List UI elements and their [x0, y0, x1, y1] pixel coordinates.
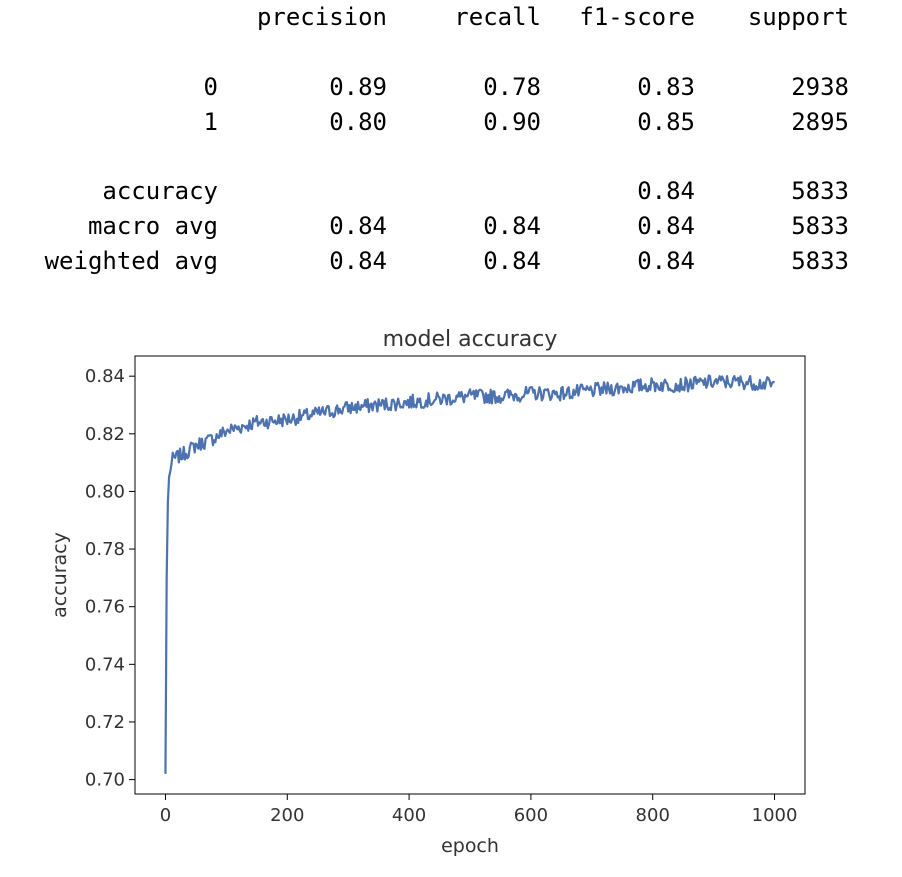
- report-cell: 5833: [791, 212, 849, 240]
- report-row-label: weighted avg: [44, 247, 218, 275]
- report-cell: 0.78: [483, 73, 541, 101]
- x-tick-label: 800: [636, 805, 670, 826]
- report-row-label: 0: [203, 73, 218, 101]
- report-cell: 5833: [791, 177, 849, 205]
- x-tick-label: 200: [270, 805, 304, 826]
- report-cell: 0.84: [329, 212, 387, 240]
- report-header: f1-score: [579, 3, 695, 31]
- y-tick-label: 0.74: [85, 654, 125, 675]
- classification-report: precision recall f1-score support 0 0.89 0.78 0…: [0, 0, 902, 290]
- x-tick-label: 600: [514, 805, 548, 826]
- report-cell: 0.84: [483, 247, 541, 275]
- report-header: recall: [454, 3, 541, 31]
- report-cell: 0.84: [483, 212, 541, 240]
- report-row-label: macro avg: [87, 212, 218, 240]
- y-tick-label: 0.78: [85, 539, 125, 560]
- report-cell: 0.85: [637, 108, 695, 136]
- x-axis-label: epoch: [441, 835, 499, 857]
- y-tick-label: 0.82: [85, 424, 125, 445]
- accuracy-chart-svg: model accuracy 0 200 400 600 800 1000 0.70 0.72 0…: [49, 327, 806, 857]
- y-tick-label: 0.70: [85, 770, 125, 791]
- x-tick-label: 1000: [752, 805, 798, 826]
- y-tick-label: 0.84: [85, 366, 125, 387]
- y-tick-label: 0.80: [85, 481, 125, 502]
- chart-title: model accuracy: [383, 327, 558, 352]
- axes-frame: [134, 355, 806, 795]
- y-tick-label: 0.76: [85, 597, 125, 618]
- report-cell: 0.90: [483, 108, 541, 136]
- x-tick-label: 400: [392, 805, 426, 826]
- report-row-label: 1: [203, 108, 218, 136]
- report-cell: 0.84: [637, 247, 695, 275]
- report-cell: 0.89: [329, 73, 387, 101]
- report-cell: 2938: [791, 73, 849, 101]
- y-tick-label: 0.72: [85, 712, 125, 733]
- report-cell: 0.84: [637, 212, 695, 240]
- report-row-label: accuracy: [102, 177, 218, 205]
- report-cell: 0.84: [329, 247, 387, 275]
- report-cell: 0.84: [637, 177, 695, 205]
- y-axis-label: accuracy: [49, 532, 71, 618]
- x-tick-label: 0: [160, 805, 171, 826]
- report-header: support: [747, 3, 849, 31]
- accuracy-line: [164, 374, 776, 774]
- report-cell: 2895: [791, 108, 849, 136]
- report-cell: 0.83: [637, 73, 695, 101]
- report-header: precision: [256, 3, 387, 31]
- report-cell: 0.80: [329, 108, 387, 136]
- accuracy-chart: model accuracy 0 200 400 600 800 1000 0.70 0.72 0…: [0, 300, 902, 872]
- report-cell: 5833: [791, 247, 849, 275]
